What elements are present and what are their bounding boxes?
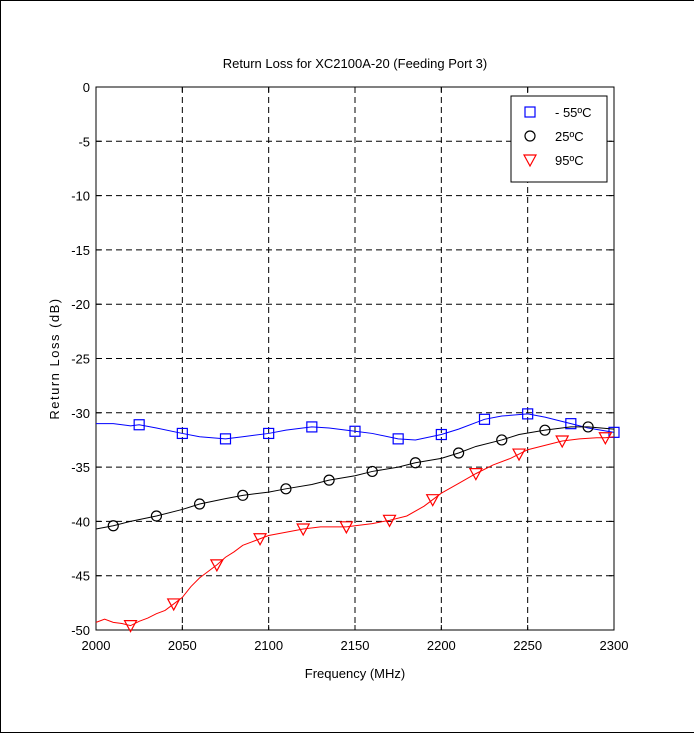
- y-tick-label: -50: [71, 623, 90, 638]
- y-axis-label: Return Loss (dB): [47, 297, 62, 419]
- y-tick-label: 0: [83, 80, 90, 95]
- series-marker: [522, 408, 534, 420]
- series-marker: [253, 533, 268, 547]
- series-marker: [582, 421, 594, 433]
- legend-marker: [524, 106, 536, 118]
- series-marker: [263, 427, 275, 440]
- x-tick-label: 2200: [427, 638, 456, 653]
- series-marker: [512, 448, 527, 462]
- series-marker: [150, 510, 163, 522]
- series-layer: [95, 408, 620, 633]
- series-line: [96, 413, 615, 441]
- series-marker: [339, 521, 354, 535]
- y-tick-label: -15: [71, 243, 90, 258]
- y-tick-label: -30: [71, 406, 90, 421]
- series-marker: [237, 489, 249, 501]
- y-tick-label: -40: [71, 514, 90, 529]
- series-marker: [194, 498, 206, 510]
- legend-label: 25ºC: [555, 129, 584, 144]
- series-marker: [565, 418, 577, 430]
- series-marker: [107, 520, 119, 532]
- tick-layer: 2000 2050 2100 2150 2200 2250 2300 0 -5 -10 -15 -20…: [71, 80, 628, 653]
- x-axis-label: Frequency (MHz): [305, 666, 405, 681]
- y-tick-label: -5: [78, 134, 90, 149]
- series-marker: [280, 483, 292, 495]
- series-marker: [323, 474, 335, 486]
- series-marker: [209, 559, 224, 573]
- series-marker: [496, 434, 508, 446]
- series-marker: [382, 514, 397, 528]
- series-marker: [409, 457, 422, 469]
- series-marker: [425, 494, 440, 507]
- x-tick-label: 2050: [168, 638, 197, 653]
- x-tick-label: 2100: [254, 638, 283, 653]
- series-marker: [435, 428, 447, 441]
- series-marker: [598, 432, 613, 446]
- series-marker: [176, 427, 188, 440]
- series-marker: [366, 465, 378, 478]
- series-2: [95, 421, 615, 532]
- legend-marker: [524, 130, 536, 142]
- series-marker: [166, 598, 181, 612]
- series-marker: [349, 425, 361, 437]
- series-marker: [133, 419, 145, 431]
- series-1: [96, 408, 620, 445]
- series-3: [95, 432, 615, 633]
- series-marker: [123, 620, 138, 633]
- legend-marker: [522, 154, 538, 168]
- series-marker: [296, 523, 311, 537]
- y-tick-label: -45: [71, 569, 90, 584]
- chart-title: Return Loss for XC2100A-20 (Feeding Port…: [223, 56, 487, 71]
- x-tick-label: 2150: [341, 638, 370, 653]
- x-tick-label: 2250: [513, 638, 542, 653]
- legend-box: [510, 95, 608, 183]
- series-marker: [478, 413, 491, 425]
- y-tick-label: -10: [71, 189, 90, 204]
- y-tick-label: -25: [71, 352, 90, 367]
- series-marker: [555, 435, 570, 449]
- x-tick-label: 2300: [600, 638, 629, 653]
- series-marker: [539, 424, 551, 436]
- y-tick-label: -35: [71, 460, 90, 475]
- series-marker: [392, 433, 404, 445]
- series-marker: [468, 468, 483, 481]
- y-tick-label: -20: [71, 297, 90, 312]
- legend-label: - 55ºC: [555, 105, 592, 120]
- legend-label: 95ºC: [555, 153, 584, 168]
- series-marker: [219, 433, 232, 445]
- legend: - 55ºC 25ºC 95ºC: [510, 95, 608, 183]
- series-marker: [453, 447, 465, 459]
- series-line: [95, 426, 615, 530]
- series-marker: [306, 421, 318, 433]
- x-tick-label: 2000: [82, 638, 111, 653]
